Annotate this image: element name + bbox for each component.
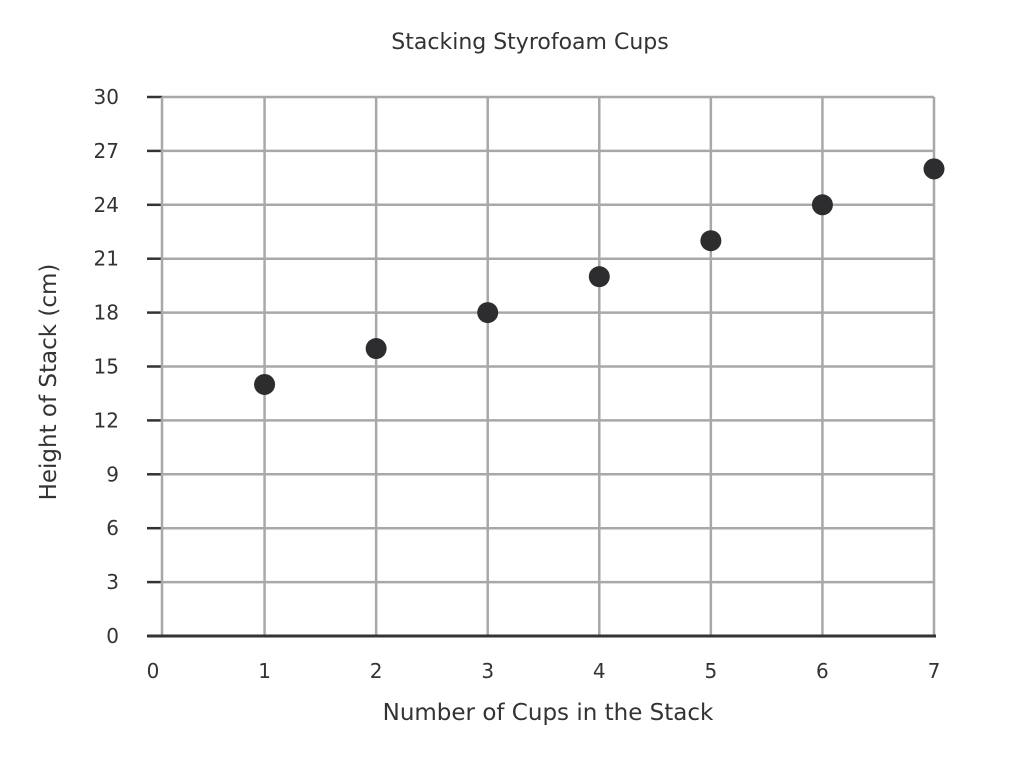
y-tick-label-6: 6: [106, 516, 119, 540]
data-points: [254, 158, 945, 395]
chart-title: Stacking Styrofoam Cups: [391, 30, 668, 55]
y-tick-label-24: 24: [94, 193, 119, 217]
grid: [162, 95, 936, 636]
y-tick-label-0: 0: [106, 624, 119, 648]
y-tick-label-12: 12: [94, 408, 119, 432]
y-tick-label-15: 15: [94, 355, 119, 379]
y-tick-label-3: 3: [106, 570, 119, 594]
x-axis-label: Number of Cups in the Stack: [383, 700, 714, 726]
x-tick-label-4: 4: [593, 659, 606, 683]
data-point-5: [700, 230, 722, 252]
data-point-4: [588, 266, 610, 288]
data-point-1: [254, 373, 276, 395]
data-point-6: [811, 194, 833, 216]
x-tick-label-3: 3: [481, 659, 494, 683]
y-tick-label-18: 18: [94, 301, 119, 325]
data-point-2: [365, 338, 387, 360]
y-tick-label-21: 21: [94, 247, 119, 271]
axes: [147, 95, 936, 638]
x-tick-label-2: 2: [370, 659, 383, 683]
data-point-7: [923, 158, 945, 180]
y-tick-label-30: 30: [94, 85, 119, 109]
y-axis-label: Height of Stack (cm): [36, 264, 62, 501]
x-tick-label-5: 5: [704, 659, 717, 683]
x-tick-label-0: 0: [147, 659, 160, 683]
y-tick-label-9: 9: [106, 462, 119, 486]
x-tick-label-7: 7: [928, 659, 941, 683]
x-tick-label-6: 6: [816, 659, 829, 683]
y-tick-label-27: 27: [94, 139, 119, 163]
data-point-3: [477, 302, 499, 324]
x-tick-label-1: 1: [258, 659, 271, 683]
